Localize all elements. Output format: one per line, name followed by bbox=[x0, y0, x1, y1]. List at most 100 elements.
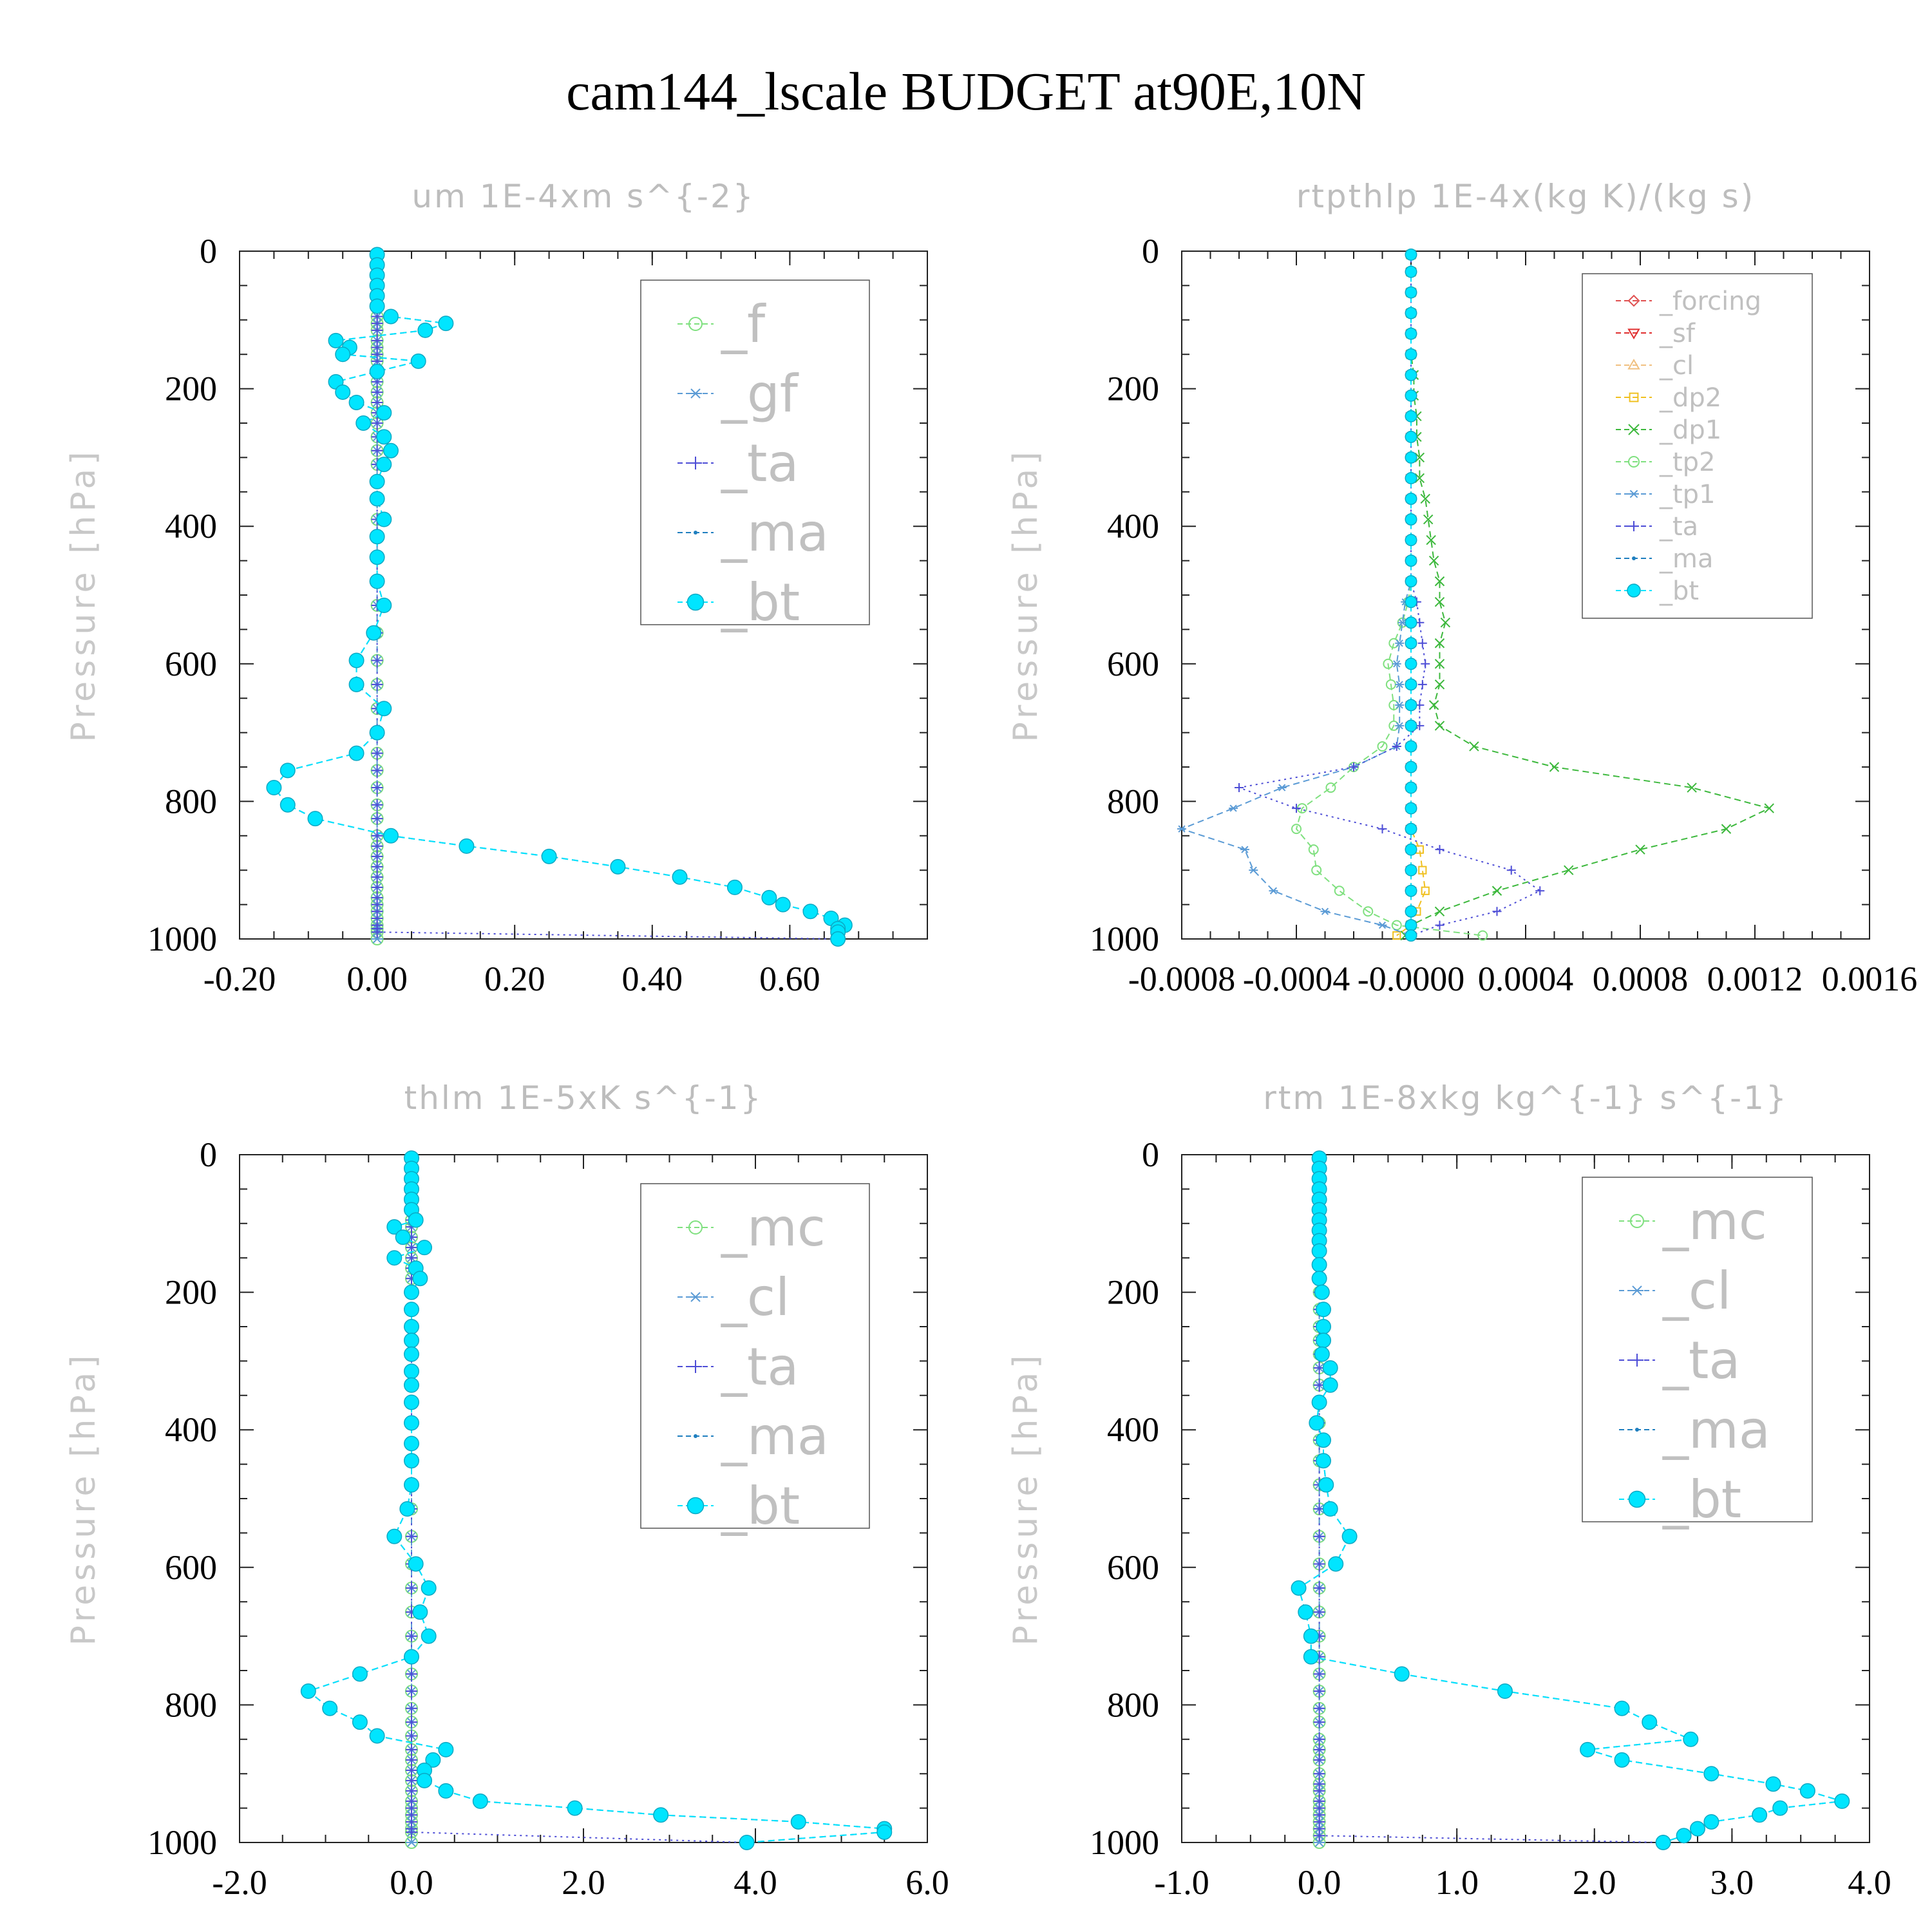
data-point_ta bbox=[371, 926, 383, 938]
data-point_ta bbox=[406, 1730, 417, 1742]
x-tick-label: 0.0004 bbox=[1478, 960, 1574, 998]
data-point_ta bbox=[371, 396, 383, 408]
data-point_bt bbox=[307, 811, 323, 827]
data-point_bt bbox=[1394, 1666, 1410, 1682]
legend-label: _sf bbox=[1659, 319, 1696, 348]
data-point_bt bbox=[1405, 929, 1417, 942]
data-point_bt bbox=[386, 1219, 402, 1235]
data-point_bt bbox=[1703, 1766, 1719, 1782]
data-point_bt bbox=[1311, 1256, 1327, 1273]
data-point_ta bbox=[406, 1668, 417, 1680]
panels: um 1E-4xm s^{-2} Pressure [hPa] 0 200 400 600… bbox=[64, 178, 1917, 1902]
x-tick-label: -0.20 bbox=[204, 960, 276, 998]
data-point_bt bbox=[1405, 492, 1417, 505]
data-point_bt bbox=[404, 1435, 419, 1452]
legend-label: _tp2 bbox=[1659, 448, 1716, 477]
data-point_bt bbox=[1405, 368, 1417, 381]
data-point_dp1 bbox=[1434, 659, 1445, 669]
legend-marker bbox=[1629, 392, 1639, 402]
data-point_bt bbox=[438, 316, 454, 332]
data-point_bt bbox=[404, 1363, 419, 1379]
y-tick-label: 0 bbox=[1142, 232, 1159, 270]
data-point_bt bbox=[1405, 802, 1417, 815]
data-point_bt bbox=[404, 1284, 419, 1300]
data-point_bt bbox=[404, 1377, 419, 1393]
data-point_bt bbox=[1405, 248, 1417, 261]
data-point_dp1 bbox=[1423, 514, 1434, 525]
panel-4: rtm 1E-8xkg kg^{-1} s^{-1} Pressure [hPa]… bbox=[1007, 1079, 1891, 1902]
y-axis-label: Pressure [hPa] bbox=[64, 1352, 103, 1646]
data-point_ta bbox=[1313, 1830, 1325, 1842]
data-point_tp2 bbox=[1325, 782, 1336, 793]
data-point_dp2 bbox=[1421, 886, 1430, 895]
data-point_ta bbox=[371, 678, 383, 690]
data-point_bt bbox=[1683, 1731, 1699, 1747]
y-axis-label: Pressure [hPa] bbox=[1007, 1352, 1045, 1646]
y-tick-label: 0 bbox=[200, 1135, 217, 1174]
data-point_tp1 bbox=[1240, 846, 1249, 853]
legend-label: _forcing bbox=[1659, 287, 1761, 316]
data-point_bt bbox=[790, 1814, 806, 1830]
data-point_ta bbox=[1392, 741, 1401, 751]
y-tick-label: 200 bbox=[1107, 370, 1159, 408]
data-point_bt bbox=[1405, 327, 1417, 340]
data-point_dp1 bbox=[1764, 803, 1774, 813]
data-point_bt bbox=[376, 404, 392, 421]
data-point_ta bbox=[406, 1785, 417, 1797]
data-point_dp1 bbox=[1434, 638, 1445, 649]
data-point_bt bbox=[1405, 864, 1417, 876]
data-point_ta bbox=[406, 1764, 417, 1776]
legend: _forcing _sf _cl_dp2_dp1 _tp2 _tp1 _ta_ma_bt bbox=[1582, 273, 1813, 619]
data-point_dp1 bbox=[1434, 596, 1445, 607]
data-point_ta bbox=[371, 813, 383, 825]
data-point_ta bbox=[1417, 638, 1427, 648]
data-point_bt bbox=[404, 1319, 419, 1334]
data-point_bt bbox=[369, 724, 385, 741]
data-point_cl bbox=[406, 1837, 417, 1848]
data-point_ta bbox=[1313, 1785, 1325, 1797]
data-point_bt bbox=[1405, 637, 1417, 650]
x-tick-label: 6.0 bbox=[905, 1863, 949, 1902]
data-point_bt bbox=[1316, 1319, 1332, 1334]
data-point_bt bbox=[366, 625, 382, 641]
y-tick-label: 1000 bbox=[147, 1823, 217, 1862]
legend-marker bbox=[1631, 1354, 1643, 1367]
legend-label: _gf bbox=[721, 364, 799, 424]
data-point_bt bbox=[1316, 1302, 1332, 1318]
data-point_tp1 bbox=[1395, 722, 1405, 730]
data-point_bt bbox=[1314, 1284, 1330, 1300]
legend-label: _cl bbox=[721, 1267, 790, 1327]
legend: _mc _cl _ta _ma _bt bbox=[1582, 1177, 1813, 1530]
data-point_ta bbox=[406, 1530, 417, 1542]
legend-label: _ta bbox=[1662, 1331, 1740, 1390]
series_bt bbox=[300, 1150, 893, 1850]
data-point_bt bbox=[541, 848, 557, 864]
data-point_bt bbox=[279, 797, 296, 813]
data-point_bt bbox=[348, 394, 365, 410]
data-point_tp2 bbox=[1377, 741, 1388, 752]
data-point_tp1 bbox=[1277, 784, 1287, 791]
data-point_ta bbox=[371, 881, 383, 893]
data-point_bt bbox=[653, 1807, 669, 1823]
data-point_ta bbox=[406, 1754, 417, 1766]
x-tick-label: 0.0008 bbox=[1593, 960, 1689, 998]
data-point_tp2 bbox=[1291, 824, 1302, 835]
data-point_bt bbox=[1655, 1835, 1671, 1850]
series-line_tp2 bbox=[1295, 254, 1483, 936]
series_bt bbox=[1405, 248, 1417, 942]
x-tick-label: 4.0 bbox=[1848, 1863, 1891, 1902]
data-point_tp1 bbox=[1177, 825, 1186, 833]
data-point_bt bbox=[1405, 905, 1417, 918]
data-point_tp2 bbox=[1334, 886, 1345, 896]
data-point_bt bbox=[1405, 307, 1417, 319]
data-point_ta bbox=[1313, 1716, 1325, 1728]
data-point_bt bbox=[386, 1250, 402, 1266]
y-tick-label: 800 bbox=[1107, 1685, 1159, 1724]
x-tick-label: -0.0004 bbox=[1243, 960, 1350, 998]
data-point_bt bbox=[567, 1800, 583, 1816]
data-point_ta bbox=[371, 860, 383, 873]
legend-label: _tp1 bbox=[1659, 480, 1716, 509]
x-tick-label: -2.0 bbox=[212, 1863, 267, 1902]
data-point_tp1 bbox=[1395, 681, 1405, 688]
data-point_ta bbox=[371, 417, 383, 429]
